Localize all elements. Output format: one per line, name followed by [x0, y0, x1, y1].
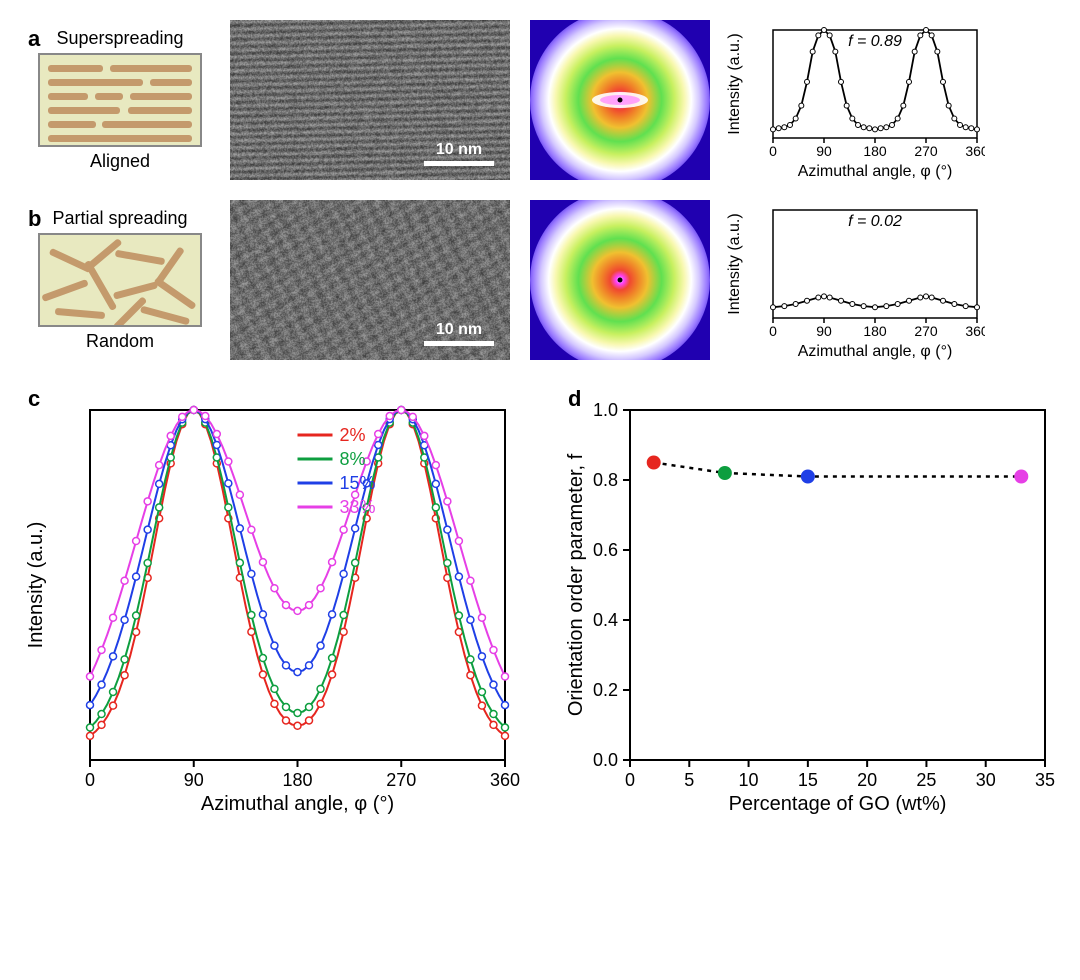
- svg-text:270: 270: [386, 770, 416, 790]
- svg-text:0: 0: [625, 770, 635, 790]
- chart-a: 0 90 180 270 360 f = 0.89 Azimuthal angle, φ (…: [725, 20, 985, 180]
- svg-text:180: 180: [863, 143, 887, 159]
- svg-text:35: 35: [1035, 770, 1055, 790]
- svg-text:10: 10: [739, 770, 759, 790]
- panel-d-label: d: [568, 386, 581, 412]
- svg-text:0: 0: [769, 323, 777, 339]
- bottom-row: c 0 90 180 270 360 2% 8% 15% 33% Azimuthal angle,…: [20, 380, 1060, 820]
- svg-text:90: 90: [184, 770, 204, 790]
- svg-text:f = 0.89: f = 0.89: [848, 33, 902, 50]
- svg-text:180: 180: [282, 770, 312, 790]
- svg-text:Intensity (a.u.): Intensity (a.u.): [25, 522, 47, 649]
- schematic-b: Partial spreading Random: [30, 200, 210, 360]
- svg-text:Intensity (a.u.): Intensity (a.u.): [726, 33, 743, 134]
- svg-text:270: 270: [914, 143, 938, 159]
- svg-text:30: 30: [976, 770, 996, 790]
- svg-text:25: 25: [916, 770, 936, 790]
- svg-text:180: 180: [863, 323, 887, 339]
- svg-text:5: 5: [684, 770, 694, 790]
- svg-text:15%: 15%: [340, 473, 376, 493]
- svg-text:0: 0: [769, 143, 777, 159]
- scale-bar-b-text: 10 nm: [436, 321, 482, 339]
- svg-text:Azimuthal angle, φ (°): Azimuthal angle, φ (°): [201, 793, 394, 815]
- svg-text:90: 90: [816, 143, 832, 159]
- diffraction-a: [530, 20, 710, 180]
- svg-text:360: 360: [490, 770, 520, 790]
- panel-c-label: c: [28, 386, 40, 412]
- panel-c: c 0 90 180 270 360 2% 8% 15% 33% Azimuthal angle,…: [20, 380, 520, 820]
- schematic-b-box: [38, 233, 202, 327]
- svg-text:0: 0: [85, 770, 95, 790]
- tem-b: 10 nm: [230, 200, 510, 360]
- schematic-b-caption: Random: [86, 331, 154, 352]
- scale-bar-b: 10 nm: [424, 321, 494, 346]
- schematic-b-title: Partial spreading: [52, 208, 187, 229]
- svg-text:0.6: 0.6: [593, 540, 618, 560]
- svg-text:f = 0.02: f = 0.02: [848, 213, 902, 230]
- svg-text:8%: 8%: [340, 449, 366, 469]
- svg-text:0.0: 0.0: [593, 750, 618, 770]
- svg-text:0.8: 0.8: [593, 470, 618, 490]
- svg-text:Azimuthal angle, φ (°): Azimuthal angle, φ (°): [798, 163, 953, 180]
- svg-text:0.4: 0.4: [593, 610, 618, 630]
- svg-text:360: 360: [965, 323, 985, 339]
- diffraction-b: [530, 200, 710, 360]
- svg-text:1.0: 1.0: [593, 400, 618, 420]
- svg-text:20: 20: [857, 770, 877, 790]
- svg-text:Percentage of GO (wt%): Percentage of GO (wt%): [729, 793, 947, 815]
- svg-text:0.2: 0.2: [593, 680, 618, 700]
- scale-bar-a: 10 nm: [424, 141, 494, 166]
- panel-d: d 0 5 10 15 20 25 30 35 0.0 0.2 0.4 0.6 0.8 1.0 Percen…: [560, 380, 1060, 820]
- svg-text:360: 360: [965, 143, 985, 159]
- figure: a Superspreading Aligned 10 nm 090180270…: [20, 20, 1060, 820]
- panel-b: b Partial spreading Random 10 nm 0901802…: [20, 200, 1060, 360]
- scale-bar-a-line: [424, 161, 494, 166]
- svg-text:15: 15: [798, 770, 818, 790]
- schematic-a: Superspreading Aligned: [30, 20, 210, 180]
- svg-text:33%: 33%: [340, 497, 376, 517]
- scale-bar-a-text: 10 nm: [436, 141, 482, 159]
- panel-a: a Superspreading Aligned 10 nm 090180270…: [20, 20, 1060, 180]
- schematic-a-caption: Aligned: [90, 151, 150, 172]
- chart-b: 0 90 180 270 360 f = 0.02 Azimuthal angle, φ (…: [725, 200, 985, 360]
- svg-text:Orientation order parameter, f: Orientation order parameter, f: [565, 453, 587, 716]
- svg-text:Intensity (a.u.): Intensity (a.u.): [726, 213, 743, 314]
- tem-a: 10 nm: [230, 20, 510, 180]
- schematic-a-box: [38, 53, 202, 147]
- svg-text:Azimuthal angle, φ (°): Azimuthal angle, φ (°): [798, 343, 953, 360]
- svg-text:2%: 2%: [340, 425, 366, 445]
- scale-bar-b-line: [424, 341, 494, 346]
- schematic-a-title: Superspreading: [56, 28, 183, 49]
- svg-text:90: 90: [816, 323, 832, 339]
- svg-text:270: 270: [914, 323, 938, 339]
